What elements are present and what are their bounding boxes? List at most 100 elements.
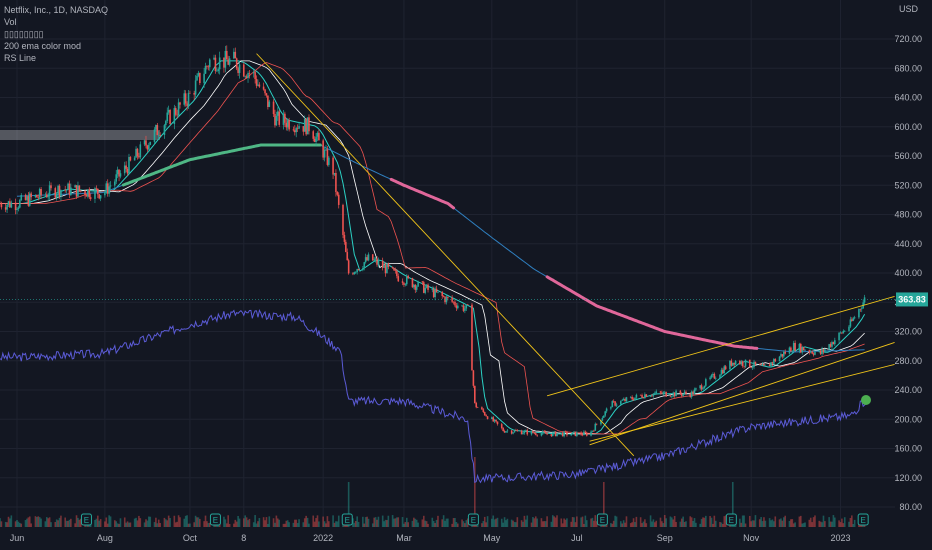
candle-body — [642, 397, 645, 399]
volume-bar — [186, 515, 188, 527]
y-axis[interactable]: 720.00 680.00 640.00 600.00 560.00 520.00 480.… — [0, 34, 928, 512]
volume-bar — [451, 523, 453, 527]
volume-bar — [196, 517, 198, 527]
volume-bar — [659, 517, 662, 527]
legend-rs-line[interactable]: RS Line — [4, 53, 37, 63]
volume-bar — [157, 519, 160, 527]
candle-body — [790, 347, 792, 352]
volume-bar — [257, 521, 259, 527]
candle-body — [257, 84, 259, 86]
volume-bar — [851, 515, 853, 527]
volume-bar — [242, 518, 245, 527]
candle-body — [821, 349, 823, 354]
volume-bar — [187, 523, 190, 527]
volume-bar — [174, 522, 177, 527]
volume-bar — [166, 520, 169, 527]
candle-body — [486, 416, 489, 419]
candle-body — [522, 433, 524, 435]
y-tick-label: 200.00 — [894, 414, 922, 424]
volume-bar — [634, 522, 636, 527]
candle-body — [28, 193, 31, 206]
candle-body — [6, 204, 8, 210]
volume-bar — [809, 517, 812, 527]
volume-bar — [486, 516, 489, 527]
volume-bar — [693, 518, 696, 527]
candle-body — [445, 296, 448, 303]
candle-body — [454, 301, 456, 306]
currency-label: USD — [898, 4, 918, 14]
volume-bar — [669, 516, 672, 527]
candle-body — [510, 430, 513, 434]
volume-bar — [155, 517, 157, 527]
volume-bar — [274, 522, 276, 527]
earnings-marker — [467, 513, 479, 526]
candle-body — [94, 188, 96, 199]
candle-body — [824, 349, 826, 352]
candle-body — [126, 168, 129, 174]
candle-body — [371, 254, 374, 261]
candle-body — [99, 195, 102, 199]
candle-body — [167, 109, 170, 113]
candle-body — [194, 80, 197, 95]
legend-ema[interactable]: 200 ema color mod — [4, 41, 82, 51]
volume-bar — [811, 522, 813, 527]
volume-bar — [27, 517, 30, 527]
volume-bar — [492, 515, 495, 527]
candle-body — [496, 421, 499, 425]
volume-bar — [632, 518, 635, 527]
volume-bar — [564, 519, 567, 527]
legend-volume[interactable]: Vol — [4, 17, 17, 27]
trendline — [589, 342, 895, 446]
volume-bar — [655, 520, 658, 527]
legend-symbol[interactable]: Netflix, Inc., 1D, NASDAQ — [4, 5, 109, 15]
volume-bar — [576, 516, 578, 527]
volume-bar — [204, 515, 207, 527]
volume-bar — [828, 517, 830, 527]
candle-body — [530, 430, 533, 435]
candle-body — [424, 287, 427, 293]
candle-body — [693, 389, 696, 395]
volume-bar — [7, 516, 10, 527]
candle-body — [673, 392, 676, 397]
volume-bar — [125, 522, 127, 527]
volume-bar — [9, 518, 11, 527]
candle-body — [312, 131, 315, 139]
x-axis[interactable]: Jun Aug Oct 8 2022 Mar May Jul Sep Nov 2023 — [10, 533, 851, 543]
candle-body — [88, 189, 91, 198]
volume-bar — [702, 517, 704, 527]
volume-bar — [610, 523, 612, 527]
volume-bar — [662, 523, 665, 527]
volume-bar — [95, 518, 98, 527]
candle-body — [296, 128, 299, 129]
candle-body — [526, 430, 529, 435]
candle-body — [114, 181, 116, 186]
volume-bar — [194, 515, 197, 527]
volume-bar — [356, 516, 358, 527]
volume-bar — [781, 520, 784, 527]
volume-bar — [744, 523, 747, 527]
candle-body — [333, 172, 336, 175]
earnings-marker-label: E — [729, 516, 734, 525]
volume-bar — [739, 518, 741, 527]
volume-bar — [362, 516, 364, 527]
candle-body — [520, 430, 523, 435]
volume-bar — [252, 522, 255, 527]
trendlines[interactable] — [256, 53, 895, 457]
candle-body — [247, 73, 249, 79]
candle-body — [36, 194, 38, 198]
volume-bar — [503, 517, 506, 527]
legend-indicator[interactable]: ▯▯▯▯▯▯▯▯ — [4, 29, 44, 39]
candle-body — [441, 292, 444, 297]
candle-body — [724, 366, 727, 370]
volume-bar — [540, 518, 543, 527]
candle-body — [432, 289, 435, 298]
candle-body — [85, 195, 88, 197]
candle-body — [542, 431, 544, 434]
candle-body — [342, 204, 344, 235]
volume-bar — [452, 518, 455, 527]
volume-bar — [834, 517, 836, 527]
volume-bar — [583, 523, 585, 527]
volume-bar — [566, 518, 568, 527]
